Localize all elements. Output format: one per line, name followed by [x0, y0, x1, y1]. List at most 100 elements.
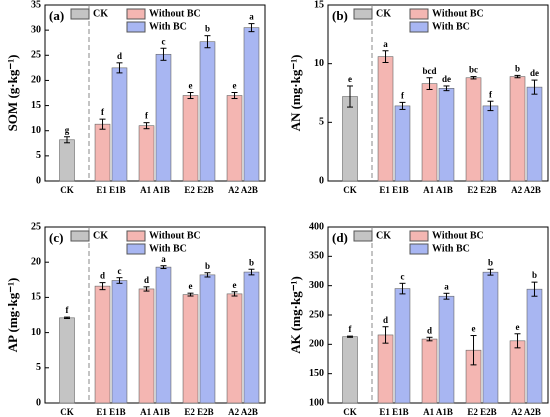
y-tick-label: 10	[314, 58, 324, 69]
significance-letter: e	[189, 81, 193, 91]
bar	[226, 293, 243, 404]
bar	[342, 336, 358, 404]
bar	[182, 294, 199, 404]
y-axis-label: SOM (g·kg⁻¹)	[5, 55, 20, 132]
x-tick-label: A2 A2B	[511, 185, 541, 195]
significance-letter: a	[383, 39, 388, 49]
significance-letter: f	[489, 89, 493, 99]
panel-label: (c)	[49, 230, 63, 245]
significance-letter: f	[145, 111, 149, 121]
legend-swatch	[70, 8, 90, 20]
legend-label: CK	[93, 8, 108, 19]
x-tick-label: E1 E1B	[379, 407, 408, 417]
significance-letter: c	[161, 36, 165, 46]
legend-label: With BC	[149, 21, 187, 32]
bar	[394, 288, 411, 404]
significance-letter: bc	[469, 65, 478, 75]
x-tick-label: E1 E1B	[96, 185, 125, 195]
significance-letter: d	[117, 51, 122, 61]
legend-label: With BC	[149, 243, 187, 254]
bar	[111, 280, 128, 404]
y-axis-label: AN (mg·kg⁻¹)	[288, 55, 303, 132]
x-tick-label: E2 E2B	[184, 185, 213, 195]
legend-label: With BC	[432, 243, 470, 254]
legend-swatch	[353, 8, 373, 20]
legend-swatch	[126, 8, 146, 20]
significance-letter: b	[249, 257, 254, 267]
y-tick-label: 20	[31, 75, 41, 86]
legend-label: Without BC	[149, 8, 201, 19]
bar	[509, 340, 526, 404]
y-tick-label: 300	[309, 280, 324, 291]
legend-swatch	[409, 243, 429, 255]
significance-letter: d	[427, 325, 432, 335]
x-tick-label: CK	[343, 407, 357, 417]
y-tick-label: 350	[309, 251, 324, 262]
y-axis-label: AK (mg·kg⁻¹)	[288, 276, 303, 354]
significance-letter: g	[65, 125, 70, 135]
bar	[138, 125, 155, 182]
significance-letter: e	[189, 281, 193, 291]
bar	[377, 334, 394, 404]
y-tick-label: 200	[309, 339, 324, 350]
x-tick-label: CK	[60, 185, 74, 195]
x-tick-label: A1 A1B	[140, 185, 170, 195]
significance-letter: b	[488, 257, 493, 267]
x-tick-label: E1 E1B	[96, 407, 125, 417]
bar	[243, 271, 260, 404]
significance-letter: d	[144, 275, 149, 285]
significance-letter: f	[66, 305, 70, 315]
y-tick-label: 30	[31, 24, 41, 35]
panel-label: (d)	[332, 230, 348, 245]
bar	[59, 139, 75, 182]
legend-label: With BC	[432, 21, 470, 32]
x-tick-label: A1 A1B	[140, 407, 170, 417]
x-tick-label: A1 A1B	[423, 407, 453, 417]
bar	[199, 41, 216, 182]
significance-letter: b	[205, 24, 210, 34]
y-tick-label: 400	[309, 221, 324, 232]
bar	[438, 88, 455, 182]
bar	[155, 53, 172, 182]
y-tick-label: 250	[309, 309, 324, 320]
x-tick-label: A2 A2B	[228, 185, 258, 195]
panel: 0 5 10 15 (b) AN (mg·kg⁻¹) CK E1 E1B A1 A1B E2 E2…	[288, 0, 549, 195]
bar	[394, 105, 411, 182]
legend-swatch	[409, 21, 429, 33]
x-tick-label: A2 A2B	[511, 407, 541, 417]
bar	[482, 271, 499, 404]
panel: 100 150 200 250 300 350 400 (d) AK (mg·kg⁻¹) CK E1…	[288, 221, 549, 417]
bar	[421, 83, 438, 182]
significance-letter: e	[472, 324, 476, 334]
legend-swatch	[70, 230, 90, 242]
y-tick-label: 5	[319, 117, 324, 128]
x-tick-label: A2 A2B	[228, 407, 258, 417]
bar	[509, 76, 526, 182]
y-tick-label: 25	[31, 50, 41, 61]
significance-letter: de	[530, 68, 539, 78]
bar	[438, 295, 455, 404]
y-tick-label: 15	[31, 100, 41, 111]
significance-letter: c	[400, 271, 404, 281]
significance-letter: b	[205, 261, 210, 271]
bar	[94, 285, 111, 404]
x-tick-label: E2 E2B	[184, 407, 213, 417]
bar	[342, 96, 358, 182]
bar	[155, 266, 172, 404]
bar	[226, 95, 243, 182]
y-tick-label: 10	[31, 125, 41, 136]
bar	[465, 77, 482, 182]
legend-swatch	[126, 230, 146, 242]
bar	[526, 86, 543, 182]
x-tick-label: E2 E2B	[467, 407, 496, 417]
significance-letter: b	[515, 63, 520, 73]
bar	[111, 67, 128, 182]
y-tick-label: 0	[319, 175, 324, 186]
legend-label: CK	[93, 230, 108, 241]
significance-letter: a	[161, 254, 166, 264]
significance-letter: e	[233, 280, 237, 290]
y-tick-label: 0	[36, 397, 41, 408]
bar	[59, 317, 75, 404]
panel: 0 5 10 15 20 25 30 35 (a) SOM (g·kg⁻¹) CK E1 E1B A1 …	[5, 0, 266, 195]
